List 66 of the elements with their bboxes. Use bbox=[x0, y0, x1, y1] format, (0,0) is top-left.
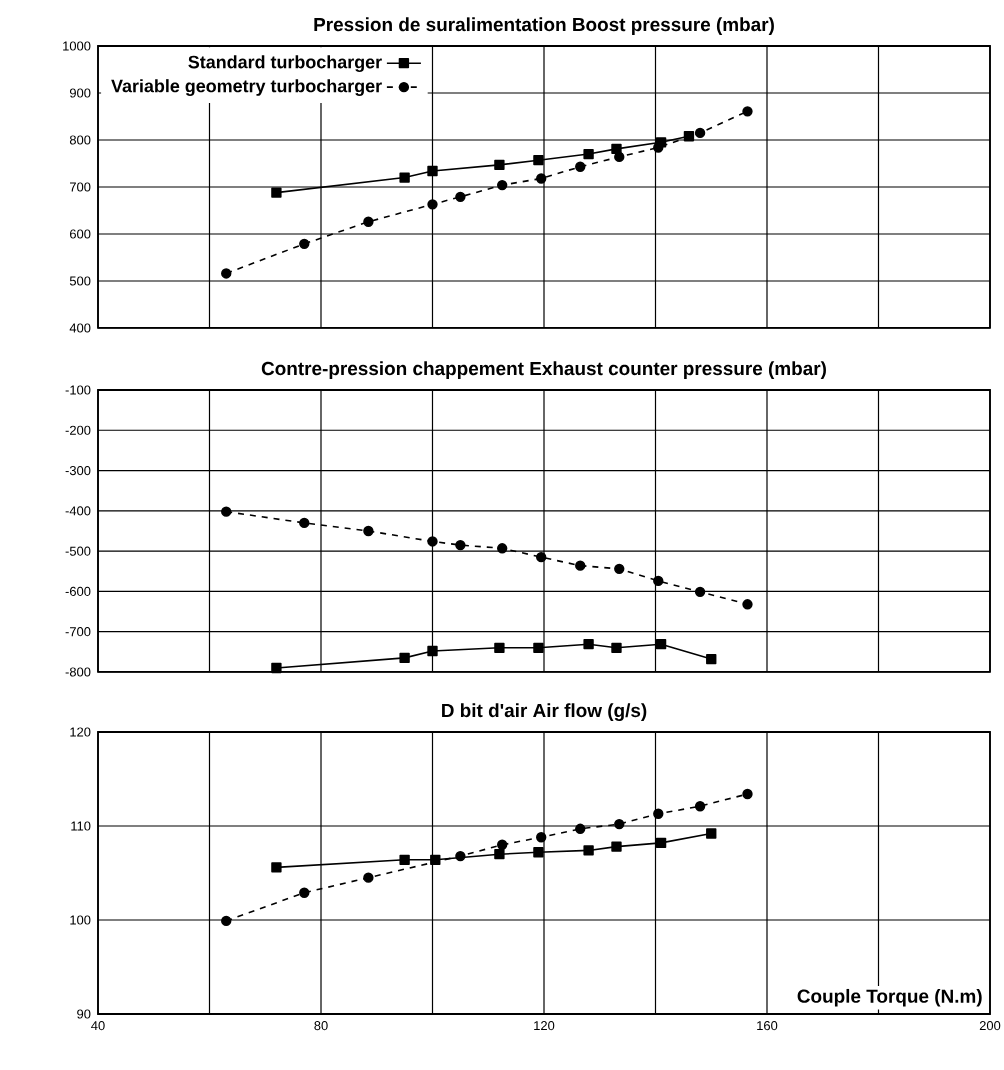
point bbox=[221, 915, 232, 927]
point bbox=[683, 131, 695, 142]
point bbox=[742, 599, 753, 610]
chart-title: Contre-pression chappement Exhaust counter pressure (mbar) bbox=[261, 361, 826, 379]
point bbox=[575, 560, 586, 571]
chart-title: Pression de suralimentation Boost pressure (mbar) bbox=[314, 17, 774, 35]
point bbox=[653, 808, 664, 819]
legend-label: Variable geometry turbocharger bbox=[111, 79, 382, 96]
point bbox=[494, 642, 505, 653]
point bbox=[694, 586, 706, 597]
point bbox=[497, 179, 508, 191]
point bbox=[221, 268, 232, 279]
point bbox=[614, 818, 625, 830]
point bbox=[742, 106, 753, 117]
point bbox=[271, 187, 282, 198]
point bbox=[430, 854, 441, 866]
point bbox=[694, 801, 706, 812]
point bbox=[455, 191, 466, 203]
point bbox=[399, 172, 410, 183]
point bbox=[363, 525, 374, 537]
point bbox=[583, 639, 594, 650]
point bbox=[427, 199, 438, 210]
point bbox=[399, 652, 410, 664]
point bbox=[299, 887, 310, 898]
point bbox=[583, 148, 594, 160]
point bbox=[299, 238, 310, 250]
point bbox=[536, 173, 547, 184]
point bbox=[299, 517, 310, 529]
point bbox=[655, 837, 667, 849]
point bbox=[533, 847, 544, 858]
point bbox=[611, 841, 622, 852]
point bbox=[611, 642, 622, 653]
point bbox=[614, 563, 625, 575]
point bbox=[497, 839, 508, 850]
point bbox=[694, 127, 706, 139]
point bbox=[575, 161, 586, 172]
point bbox=[455, 539, 466, 551]
point bbox=[655, 639, 667, 650]
chart-title: D bit d'air Air flow (g/s) bbox=[442, 703, 647, 721]
x-axis-title: Couple Torque (N.m) bbox=[797, 988, 982, 1007]
point bbox=[271, 862, 282, 873]
point bbox=[653, 575, 664, 587]
point bbox=[494, 849, 505, 860]
point bbox=[533, 642, 544, 653]
point bbox=[363, 216, 374, 227]
point bbox=[363, 872, 374, 883]
point bbox=[427, 645, 438, 657]
point bbox=[536, 832, 547, 843]
point bbox=[614, 151, 625, 163]
point bbox=[427, 536, 438, 547]
point bbox=[583, 845, 594, 856]
point bbox=[533, 155, 544, 166]
point bbox=[221, 506, 232, 517]
point bbox=[536, 551, 547, 563]
point bbox=[706, 653, 717, 665]
point bbox=[427, 165, 438, 177]
point bbox=[494, 159, 505, 171]
point bbox=[575, 823, 586, 834]
point bbox=[271, 662, 282, 674]
point bbox=[497, 543, 508, 554]
point bbox=[742, 788, 753, 800]
point bbox=[455, 850, 466, 862]
point bbox=[611, 143, 622, 155]
legend-label: Standard turbocharger bbox=[188, 55, 382, 72]
point bbox=[399, 854, 410, 866]
point bbox=[706, 828, 717, 839]
